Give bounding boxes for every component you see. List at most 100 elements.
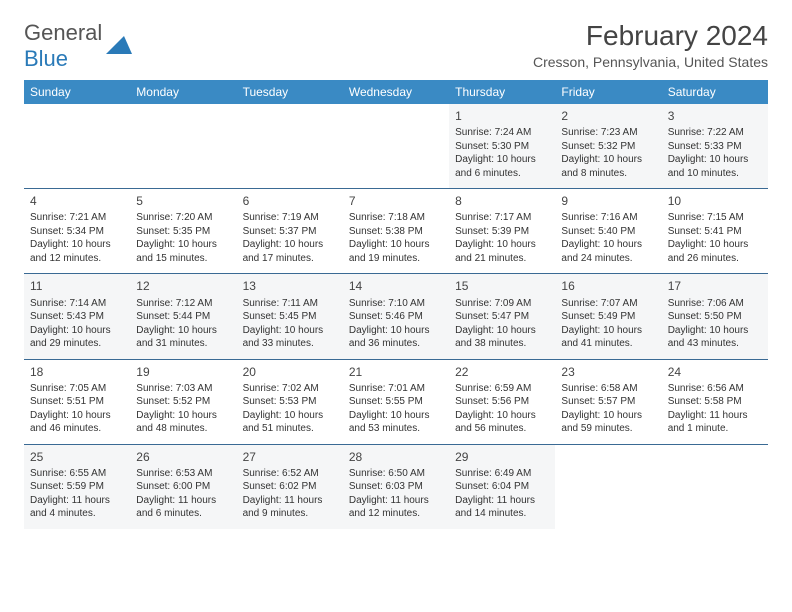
day-number: 6 bbox=[243, 193, 337, 209]
sunset-text: Sunset: 5:55 PM bbox=[349, 395, 443, 409]
daylight-text: Daylight: 10 hours and 36 minutes. bbox=[349, 324, 443, 351]
sunset-text: Sunset: 5:33 PM bbox=[668, 140, 762, 154]
day-number: 15 bbox=[455, 278, 549, 294]
day-number: 9 bbox=[561, 193, 655, 209]
sunrise-text: Sunrise: 6:56 AM bbox=[668, 382, 762, 396]
daylight-text: Daylight: 10 hours and 38 minutes. bbox=[455, 324, 549, 351]
sunset-text: Sunset: 5:32 PM bbox=[561, 140, 655, 154]
sunrise-text: Sunrise: 7:11 AM bbox=[243, 297, 337, 311]
day-header: Tuesday bbox=[237, 80, 343, 104]
sunrise-text: Sunrise: 7:12 AM bbox=[136, 297, 230, 311]
sunset-text: Sunset: 5:45 PM bbox=[243, 310, 337, 324]
daylight-text: Daylight: 10 hours and 41 minutes. bbox=[561, 324, 655, 351]
sunrise-text: Sunrise: 7:19 AM bbox=[243, 211, 337, 225]
calendar-table: SundayMondayTuesdayWednesdayThursdayFrid… bbox=[24, 80, 768, 529]
daylight-text: Daylight: 10 hours and 21 minutes. bbox=[455, 238, 549, 265]
sunset-text: Sunset: 6:02 PM bbox=[243, 480, 337, 494]
daylight-text: Daylight: 10 hours and 8 minutes. bbox=[561, 153, 655, 180]
daylight-text: Daylight: 10 hours and 17 minutes. bbox=[243, 238, 337, 265]
day-number: 18 bbox=[30, 364, 124, 380]
header: General Blue February 2024 Cresson, Penn… bbox=[24, 20, 768, 78]
day-number: 2 bbox=[561, 108, 655, 124]
sunrise-text: Sunrise: 7:06 AM bbox=[668, 297, 762, 311]
sunset-text: Sunset: 5:50 PM bbox=[668, 310, 762, 324]
sunrise-text: Sunrise: 6:58 AM bbox=[561, 382, 655, 396]
sunrise-text: Sunrise: 7:16 AM bbox=[561, 211, 655, 225]
calendar-cell bbox=[24, 104, 130, 189]
daylight-text: Daylight: 11 hours and 14 minutes. bbox=[455, 494, 549, 521]
calendar-cell: 18Sunrise: 7:05 AMSunset: 5:51 PMDayligh… bbox=[24, 359, 130, 444]
sunrise-text: Sunrise: 7:17 AM bbox=[455, 211, 549, 225]
calendar-cell: 21Sunrise: 7:01 AMSunset: 5:55 PMDayligh… bbox=[343, 359, 449, 444]
day-number: 10 bbox=[668, 193, 762, 209]
sunset-text: Sunset: 5:51 PM bbox=[30, 395, 124, 409]
calendar-cell: 3Sunrise: 7:22 AMSunset: 5:33 PMDaylight… bbox=[662, 104, 768, 189]
day-number: 24 bbox=[668, 364, 762, 380]
calendar-week-row: 1 Sunrise: 7:24 AMSunset: 5:30 PM Daylight… bbox=[24, 104, 768, 189]
daylight-text: Daylight: 10 hours and 24 minutes. bbox=[561, 238, 655, 265]
day-number: 1 bbox=[455, 108, 549, 124]
daylight-text: Daylight: 10 hours and 53 minutes. bbox=[349, 409, 443, 436]
sunrise-text: Sunrise: 6:50 AM bbox=[349, 467, 443, 481]
sunrise-text: Sunrise: 7:23 AM bbox=[561, 126, 655, 140]
calendar-cell: 9Sunrise: 7:16 AMSunset: 5:40 PMDaylight… bbox=[555, 189, 661, 274]
sunrise-text: Sunrise: 6:52 AM bbox=[243, 467, 337, 481]
calendar-cell: 11Sunrise: 7:14 AMSunset: 5:43 PMDayligh… bbox=[24, 274, 130, 359]
day-number: 22 bbox=[455, 364, 549, 380]
sunset-text: Sunset: 5:43 PM bbox=[30, 310, 124, 324]
daylight-text: Daylight: 11 hours and 6 minutes. bbox=[136, 494, 230, 521]
day-number: 12 bbox=[136, 278, 230, 294]
daylight-text: Daylight: 10 hours and 43 minutes. bbox=[668, 324, 762, 351]
day-header: Friday bbox=[555, 80, 661, 104]
daylight-text: Daylight: 11 hours and 12 minutes. bbox=[349, 494, 443, 521]
sunrise-text: Sunrise: 7:14 AM bbox=[30, 297, 124, 311]
calendar-cell: 6Sunrise: 7:19 AMSunset: 5:37 PMDaylight… bbox=[237, 189, 343, 274]
day-number: 19 bbox=[136, 364, 230, 380]
daylight-text: Daylight: 11 hours and 9 minutes. bbox=[243, 494, 337, 521]
calendar-cell bbox=[662, 444, 768, 529]
sunrise-text: Sunrise: 7:09 AM bbox=[455, 297, 549, 311]
logo: General Blue bbox=[24, 20, 132, 72]
sunset-text: Sunset: 5:46 PM bbox=[349, 310, 443, 324]
day-header: Monday bbox=[130, 80, 236, 104]
sunset-text: Sunset: 6:00 PM bbox=[136, 480, 230, 494]
sunset-text: Sunset: 6:04 PM bbox=[455, 480, 549, 494]
sunrise-text: Sunrise: 7:05 AM bbox=[30, 382, 124, 396]
day-header: Sunday bbox=[24, 80, 130, 104]
calendar-cell: 29 Sunrise: 6:49 AMSunset: 6:04 PMDayligh… bbox=[449, 444, 555, 529]
location-text: Cresson, Pennsylvania, United States bbox=[533, 54, 768, 70]
sunrise-text: Sunrise: 7:24 AM bbox=[455, 126, 549, 140]
sunset-text: Sunset: 5:30 PM bbox=[455, 140, 549, 154]
sunrise-text: Sunrise: 7:18 AM bbox=[349, 211, 443, 225]
day-number: 28 bbox=[349, 449, 443, 465]
calendar-cell: 16Sunrise: 7:07 AMSunset: 5:49 PMDayligh… bbox=[555, 274, 661, 359]
day-number: 16 bbox=[561, 278, 655, 294]
calendar-cell: 12Sunrise: 7:12 AMSunset: 5:44 PMDayligh… bbox=[130, 274, 236, 359]
day-number: 29 bbox=[455, 449, 549, 465]
title-block: February 2024 Cresson, Pennsylvania, Uni… bbox=[533, 20, 768, 78]
sunrise-text: Sunrise: 6:49 AM bbox=[455, 467, 549, 481]
calendar-week-row: 18 Sunrise: 7:05 AMSunset: 5:51 PM Dayligh… bbox=[24, 359, 768, 444]
calendar-cell bbox=[555, 444, 661, 529]
day-number: 8 bbox=[455, 193, 549, 209]
daylight-text: Daylight: 10 hours and 26 minutes. bbox=[668, 238, 762, 265]
calendar-cell: 5Sunrise: 7:20 AMSunset: 5:35 PMDaylight… bbox=[130, 189, 236, 274]
sunset-text: Sunset: 5:49 PM bbox=[561, 310, 655, 324]
calendar-cell: 26Sunrise: 6:53 AMSunset: 6:00 PMDayligh… bbox=[130, 444, 236, 529]
calendar-cell bbox=[237, 104, 343, 189]
daylight-text: Daylight: 10 hours and 31 minutes. bbox=[136, 324, 230, 351]
calendar-week-row: 25Sunrise: 6:55 AMSunset: 5:59 PMDayligh… bbox=[24, 444, 768, 529]
sunset-text: Sunset: 5:59 PM bbox=[30, 480, 124, 494]
calendar-cell: 4Sunrise: 7:21 AMSunset: 5:34 PMDaylight… bbox=[24, 189, 130, 274]
calendar-cell: 25Sunrise: 6:55 AMSunset: 5:59 PMDayligh… bbox=[24, 444, 130, 529]
calendar-cell bbox=[343, 104, 449, 189]
calendar-cell bbox=[130, 104, 236, 189]
sunrise-text: Sunrise: 6:53 AM bbox=[136, 467, 230, 481]
sunset-text: Sunset: 5:52 PM bbox=[136, 395, 230, 409]
day-number: 17 bbox=[668, 278, 762, 294]
day-number: 14 bbox=[349, 278, 443, 294]
daylight-text: Daylight: 11 hours and 1 minute. bbox=[668, 409, 762, 436]
daylight-text: Daylight: 10 hours and 12 minutes. bbox=[30, 238, 124, 265]
daylight-text: Daylight: 10 hours and 59 minutes. bbox=[561, 409, 655, 436]
daylight-text: Daylight: 10 hours and 19 minutes. bbox=[349, 238, 443, 265]
